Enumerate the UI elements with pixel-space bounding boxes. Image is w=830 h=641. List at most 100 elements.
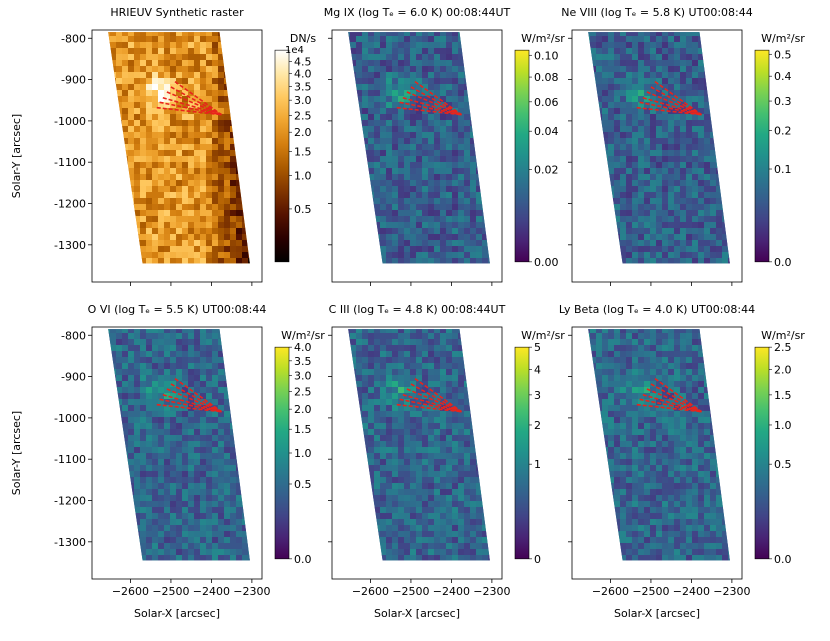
colorbar-gradient <box>274 346 290 560</box>
overlay-fan <box>156 80 222 116</box>
y-tick-label: -900 <box>61 74 86 87</box>
colorbar-tick-label: 2 <box>534 419 541 432</box>
colorbar-tick-label: 1.0 <box>294 447 312 460</box>
colorbar-tick-label: 3.5 <box>294 355 312 368</box>
colorbar-tick-label: 0.04 <box>534 125 559 138</box>
colorbar-tick-label: 0 <box>534 553 541 566</box>
colorbar-gradient <box>274 49 290 263</box>
panel-title: O VI (log Tₑ = 5.5 K) UT00:08:44 <box>88 303 267 316</box>
raster-image <box>348 329 490 561</box>
colorbar-tick-label: 2.0 <box>774 364 792 377</box>
overlay-line <box>406 388 462 413</box>
colorbar-tick-label: 0.0 <box>774 256 792 269</box>
x-tick-label: −2300 <box>713 585 750 598</box>
panel-6: −2600 −2500 −2400 −2300 Ly Beta (log Tₑ = 4.… <box>559 303 805 620</box>
colorbar: 0.5 0.4 0.3 0.2 0.1 0.0 W/m²/sr <box>754 32 805 269</box>
x-tick-label: −2600 <box>352 585 389 598</box>
colorbar-tick-label: 0.4 <box>774 70 792 83</box>
colorbar-tick-label: 4.0 <box>294 341 312 354</box>
overlay-line <box>406 91 462 116</box>
x-axis-label: Solar-X [arcsec] <box>134 607 220 620</box>
colorbar-tick-label: 2.5 <box>294 109 312 122</box>
colorbar-tick-label: 0.0 <box>294 553 312 566</box>
overlay-line <box>174 377 222 413</box>
x-tick-label: −2400 <box>673 585 710 598</box>
x-tick-label: −2400 <box>433 585 470 598</box>
raster-image <box>588 32 730 264</box>
x-tick-label: −2600 <box>592 585 629 598</box>
colorbar-unit: W/m²/sr <box>521 329 565 342</box>
overlay-line <box>170 86 222 116</box>
overlay-line <box>156 403 222 413</box>
overlay-line <box>639 101 702 116</box>
x-tick-label: −2300 <box>233 585 270 598</box>
overlay-fan <box>396 377 462 413</box>
panel-3: Ne VIII (log Tₑ = 5.8 K) UT00:08:440.50.… <box>561 6 805 286</box>
overlay-line <box>646 91 702 116</box>
overlay-line <box>646 388 702 413</box>
colorbar-tick-label: 2.5 <box>294 385 312 398</box>
colorbar-tick-label: 0.06 <box>534 96 559 109</box>
overlay-line <box>402 393 462 413</box>
overlay-fan <box>636 80 702 116</box>
panel-1: -800 -900 -1000 -1100 -1200 -1300 HRIEUV Synth… <box>10 6 316 286</box>
overlay-line <box>170 383 222 413</box>
colorbar: 2.5 2.0 1.5 1.0 0.5 0.0 W/m²/sr <box>754 329 805 566</box>
y-tick-label: -800 <box>61 32 86 45</box>
overlay-line <box>654 80 702 116</box>
overlay-line <box>166 91 222 116</box>
y-tick-label: -1000 <box>54 412 86 425</box>
y-tick-label: -1100 <box>54 156 86 169</box>
overlay-line <box>636 106 702 116</box>
y-tick-label: -1300 <box>54 536 86 549</box>
overlay-line <box>654 377 702 413</box>
panel-title: Mg IX (log Tₑ = 6.0 K) 00:08:44UT <box>324 6 511 19</box>
colorbar-tick-label: 0.5 <box>294 478 312 491</box>
colorbar-unit: DN/s <box>290 32 316 45</box>
y-tick-label: -800 <box>61 329 86 342</box>
colorbar-tick-label: 4.5 <box>294 55 312 68</box>
overlay-line <box>414 377 462 413</box>
overlay-line <box>159 101 222 116</box>
panel-4: -800 -900 -1000 -1100 -1200 -1300 −2600 −2500 −2… <box>10 303 325 620</box>
colorbar-tick-label: 0.0 <box>774 553 792 566</box>
colorbar-gradient <box>514 49 530 263</box>
panel-title: C III (log Tₑ = 4.8 K) 00:08:44UT <box>329 303 506 316</box>
overlay-line <box>410 383 462 413</box>
colorbar-multiplier: 1e4 <box>285 45 304 56</box>
y-tick-label: -1300 <box>54 239 86 252</box>
x-tick-label: −2500 <box>152 585 189 598</box>
colorbar-tick-label: 1.0 <box>294 169 312 182</box>
colorbar-tick-label: 0.2 <box>774 125 792 138</box>
panel-title: HRIEUV Synthetic raster <box>110 6 244 19</box>
overlay-line <box>159 398 222 413</box>
axes-frame <box>331 29 503 283</box>
colorbar-tick-label: 1.5 <box>294 146 312 159</box>
colorbar-tick-label: 1.5 <box>774 389 792 402</box>
axes-frame <box>331 326 503 580</box>
panel-2: Mg IX (log Tₑ = 6.0 K) 00:08:44UT 0.10 0.0… <box>324 6 565 286</box>
y-axis-label: Solar-Y [arcsec] <box>10 411 23 495</box>
x-tick-label: −2300 <box>473 585 510 598</box>
colorbar-unit: W/m²/sr <box>761 32 805 45</box>
colorbar-tick-label: 0.00 <box>534 256 559 269</box>
colorbar: 0.10 0.08 0.06 0.04 0.02 0.00 W/m²/sr <box>514 32 565 269</box>
overlay-fan <box>396 80 462 116</box>
colorbar-tick-label: 0.1 <box>774 163 792 176</box>
colorbar-tick-label: 0.5 <box>774 458 792 471</box>
overlay-line <box>174 80 222 116</box>
overlay-line <box>642 393 702 413</box>
colorbar-tick-label: 5 <box>534 341 541 354</box>
axes-frame <box>91 29 263 283</box>
colorbar-unit: W/m²/sr <box>521 32 565 45</box>
colorbar: 4.03.5 3.0 2.5 2.0 1.5 1.0 0.5 0.0 W/m²/sr <box>274 329 325 566</box>
raster-image <box>108 32 250 264</box>
overlay-line <box>162 393 222 413</box>
panel-title: Ne VIII (log Tₑ = 5.8 K) UT00:08:44 <box>561 6 753 19</box>
overlay-line <box>166 388 222 413</box>
y-tick-label: -1000 <box>54 115 86 128</box>
overlay-fan <box>156 377 222 413</box>
colorbar-tick-label: 2.0 <box>294 126 312 139</box>
colorbar-tick-label: 3.5 <box>294 80 312 93</box>
overlay-line <box>642 96 702 116</box>
